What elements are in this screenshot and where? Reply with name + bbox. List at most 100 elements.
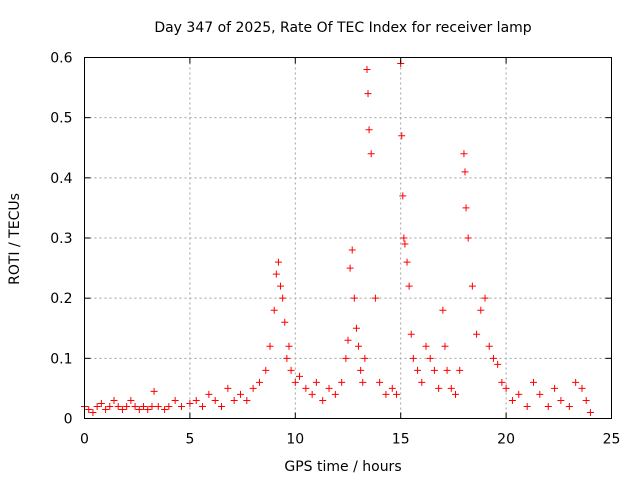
- data-point-marker: [165, 402, 173, 410]
- data-point-marker: [365, 126, 373, 134]
- data-point-marker: [355, 342, 363, 350]
- data-point-marker: [224, 384, 232, 392]
- data-point-marker: [489, 354, 497, 362]
- data-point-marker: [135, 405, 143, 413]
- data-point-marker: [443, 366, 451, 374]
- data-point-marker: [461, 168, 469, 176]
- data-point-marker: [502, 384, 510, 392]
- y-tick-label: 0.1: [50, 351, 72, 367]
- data-point-marker: [192, 396, 200, 404]
- data-point-marker: [414, 366, 422, 374]
- data-point-marker: [462, 204, 470, 212]
- data-point-marker: [403, 258, 411, 266]
- data-point-marker: [348, 246, 356, 254]
- data-point-marker: [485, 342, 493, 350]
- data-point-marker: [131, 402, 139, 410]
- data-point-marker: [106, 402, 114, 410]
- data-point-marker: [344, 336, 352, 344]
- data-point-marker: [140, 402, 148, 410]
- data-point-marker: [236, 390, 244, 398]
- data-point-marker: [266, 342, 274, 350]
- data-point-marker: [272, 270, 280, 278]
- data-point-marker: [481, 294, 489, 302]
- data-point-marker: [382, 390, 390, 398]
- data-point-marker: [544, 402, 552, 410]
- data-point-marker: [586, 408, 594, 416]
- y-tick-label: 0.4: [50, 171, 72, 187]
- data-point-marker: [89, 408, 97, 416]
- axis-ticks: 0 5 10 15 20 25 0 0.1 0.2 0.3 0.4 0.5 0.6: [50, 51, 620, 448]
- data-point-marker: [114, 402, 122, 410]
- y-tick-label: 0: [64, 412, 73, 428]
- data-point-marker: [435, 384, 443, 392]
- data-point-marker: [350, 294, 358, 302]
- data-point-marker: [551, 384, 559, 392]
- data-point-marker: [338, 378, 346, 386]
- data-point-marker: [199, 402, 207, 410]
- data-point-marker: [473, 330, 481, 338]
- data-point-marker: [422, 342, 430, 350]
- data-point-marker: [400, 234, 408, 242]
- data-point-marker: [123, 402, 131, 410]
- data-point-marker: [399, 192, 407, 200]
- data-point-marker: [578, 384, 586, 392]
- y-tick-label: 0.6: [50, 51, 72, 67]
- x-tick-label: 15: [392, 432, 410, 448]
- data-point-marker: [285, 342, 293, 350]
- data-point-marker: [367, 150, 375, 158]
- data-point-marker: [392, 390, 400, 398]
- data-point-marker: [398, 132, 406, 140]
- data-point-marker: [582, 396, 590, 404]
- data-point-marker: [283, 354, 291, 362]
- data-point-marker: [102, 405, 110, 413]
- data-point-marker: [536, 390, 544, 398]
- x-tick-label: 10: [286, 432, 304, 448]
- data-point-marker: [530, 378, 538, 386]
- data-point-marker: [296, 372, 304, 380]
- data-point-marker: [161, 405, 169, 413]
- data-point-marker: [342, 354, 350, 362]
- data-point-marker: [357, 366, 365, 374]
- data-point-marker: [364, 90, 372, 98]
- chart-title: Day 347 of 2025, Rate Of TEC Index for r…: [154, 20, 531, 36]
- data-point-marker: [154, 402, 162, 410]
- data-point-marker: [468, 282, 476, 290]
- data-point-marker: [150, 387, 158, 395]
- data-point-marker: [388, 384, 396, 392]
- data-point-marker: [361, 354, 369, 362]
- data-point-marker: [346, 264, 354, 272]
- data-point-marker: [85, 405, 93, 413]
- data-point-marker: [508, 396, 516, 404]
- data-point-marker: [401, 240, 409, 248]
- data-point-marker: [409, 354, 417, 362]
- data-point-marker: [274, 258, 282, 266]
- data-point-marker: [144, 405, 152, 413]
- data-point-marker: [523, 402, 531, 410]
- data-point-marker: [308, 390, 316, 398]
- data-point-marker: [211, 396, 219, 404]
- data-point-marker: [452, 390, 460, 398]
- data-point-marker: [312, 378, 320, 386]
- data-point-marker: [572, 378, 580, 386]
- data-point-marker: [352, 324, 360, 332]
- data-point-marker: [376, 378, 384, 386]
- data-point-marker: [205, 390, 213, 398]
- data-point-marker: [279, 294, 287, 302]
- data-point-marker: [456, 366, 464, 374]
- data-point-marker: [464, 234, 472, 242]
- data-point-marker: [515, 390, 523, 398]
- data-point-marker: [255, 378, 263, 386]
- data-point-marker: [498, 378, 506, 386]
- x-axis-label: GPS time / hours: [284, 459, 401, 475]
- y-axis-label: ROTI / TECUs: [7, 193, 23, 285]
- data-point-marker: [418, 378, 426, 386]
- plot-frame: [84, 57, 612, 419]
- data-point-marker: [218, 402, 226, 410]
- data-point-marker: [262, 366, 270, 374]
- data-point-marker: [405, 282, 413, 290]
- data-point-marker: [407, 330, 415, 338]
- data-point-marker: [249, 384, 257, 392]
- data-point-marker: [277, 282, 285, 290]
- data-point-marker: [460, 150, 468, 158]
